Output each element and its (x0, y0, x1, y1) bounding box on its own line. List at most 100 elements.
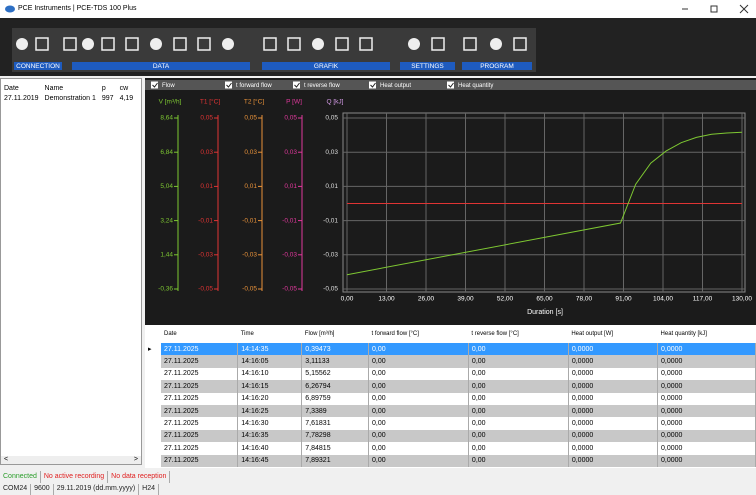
cell: 0,0000 (568, 417, 659, 430)
group-bar (72, 62, 250, 70)
file-row[interactable]: 27.11.2019 Demonstration 1 997 4,19 (1, 92, 136, 104)
title-bar: PCE Instruments | PCE-TDS 100 Plus (0, 0, 756, 18)
cell: 0,0000 (657, 404, 756, 418)
tick-label: 3,24 (160, 217, 173, 224)
axis-label: Q [kJ] (327, 99, 344, 106)
cell: 5,15562 (301, 367, 369, 381)
cell: 14:16:45 (237, 454, 303, 467)
checkbox[interactable] (225, 81, 232, 89)
tool-icon[interactable] (490, 38, 502, 50)
cell: 0,0000 (568, 392, 659, 405)
checkbox[interactable] (447, 81, 454, 89)
tool-icon[interactable] (63, 37, 77, 51)
cell: 0,00 (468, 392, 569, 405)
table-row[interactable]: 27.11.2025 14:16:05 3,11133 0,00 0,00 0,0000 0… (145, 355, 756, 368)
group-bar (400, 62, 455, 70)
cell: 0,00 (468, 417, 569, 430)
tool-icon[interactable] (101, 37, 115, 51)
tool-icon[interactable] (408, 38, 420, 50)
checkbox[interactable] (293, 81, 300, 89)
status-item: No data reception (108, 471, 171, 483)
table-row[interactable]: 27.11.2025 14:16:15 6,26794 0,00 0,00 0,0000 0… (145, 380, 756, 393)
chart-area: Flow t forward flow t reverse flow Heat out… (145, 78, 756, 325)
tick-label: 0,05 (244, 115, 257, 122)
x-tick-label: 117,00 (693, 296, 713, 303)
cell: 0,00 (368, 429, 469, 443)
table-row[interactable]: 27.11.2025 14:16:45 7,89321 0,00 0,00 0,0000 0… (145, 454, 756, 467)
x-axis-label: Duration [s] (527, 309, 563, 316)
app-icon (5, 5, 15, 13)
row-indicator (145, 442, 161, 455)
tick-label: 8,64 (160, 115, 173, 122)
window-title: PCE Instruments | PCE-TDS 100 Plus (18, 5, 137, 12)
cell: 7,78298 (301, 429, 369, 443)
row-indicator (145, 417, 161, 430)
tick-label: 0,01 (244, 183, 257, 190)
cell: 0,00 (368, 392, 469, 405)
tool-icon[interactable] (82, 38, 94, 50)
table-row[interactable]: ▸ 27.11.2025 14:14:35 0,39473 0,00 0,00 0,0000… (145, 343, 756, 356)
cell: 27.11.2025 (161, 343, 239, 356)
cell: 27.11.2025 (161, 355, 239, 368)
tool-icon[interactable] (173, 37, 187, 51)
row-indicator-header (145, 325, 161, 343)
table-row[interactable]: 27.11.2025 14:16:25 7,3389 0,00 0,00 0,0000 0,… (145, 404, 756, 418)
tool-icon[interactable] (335, 37, 349, 51)
scrollbar[interactable]: < > (1, 456, 141, 464)
cell: 7,3389 (301, 404, 369, 418)
cell: 997 (101, 94, 114, 102)
cell: 7,61831 (301, 417, 369, 430)
tool-icon[interactable] (287, 37, 301, 51)
window-controls[interactable] (680, 4, 750, 14)
tool-icon[interactable] (312, 38, 324, 50)
tool-icon[interactable] (197, 37, 211, 51)
checkbox-label: Heat output (380, 83, 411, 89)
row-indicator (145, 380, 161, 393)
tool-icon[interactable] (125, 37, 139, 51)
row-indicator (145, 404, 161, 418)
tool-icon[interactable] (463, 37, 477, 51)
table-row[interactable]: 27.11.2025 14:16:40 7,84815 0,00 0,00 0,0000 0… (145, 442, 756, 455)
table-row[interactable]: 27.11.2025 14:16:30 7,61831 0,00 0,00 0,0000 0… (145, 417, 756, 430)
tool-icon[interactable] (359, 37, 373, 51)
footer-item: H24 (139, 484, 160, 495)
tool-icon[interactable] (150, 38, 162, 50)
table-row[interactable]: 27.11.2025 14:16:10 5,15562 0,00 0,00 0,0000 0… (145, 367, 756, 381)
group-label: PROGRAM (480, 63, 514, 70)
column-header: Heat quantity [kJ] (660, 331, 707, 337)
cell: 14:16:25 (237, 404, 303, 418)
x-tick-label: 39,00 (457, 296, 474, 303)
check-mark (448, 82, 454, 88)
tool-icon[interactable] (431, 37, 445, 51)
checkbox-label: Flow (162, 83, 175, 89)
checkbox[interactable] (151, 81, 158, 89)
group-label: DATA (153, 63, 170, 70)
cell: 14:16:30 (237, 417, 303, 430)
tool-icon[interactable] (513, 37, 527, 51)
cell: 0,39473 (301, 343, 369, 356)
x-tick-label: 52,00 (497, 296, 514, 303)
cell: 14:16:05 (237, 355, 303, 368)
cell: 0,0000 (657, 392, 756, 405)
cell: 6,89759 (301, 392, 369, 405)
table-row[interactable]: 27.11.2025 14:16:20 6,89759 0,00 0,00 0,0000 0… (145, 392, 756, 405)
cell: 0,00 (468, 404, 569, 418)
checkbox[interactable] (369, 81, 376, 89)
cell: 27.11.2025 (161, 429, 239, 443)
cell: 3,11133 (301, 355, 369, 368)
cell: 0,0000 (568, 343, 659, 356)
tool-icon[interactable] (222, 38, 234, 50)
x-tick-label: 104,00 (653, 296, 673, 303)
row-indicator (145, 454, 161, 467)
tick-label: 0,05 (284, 115, 297, 122)
tool-icon[interactable] (16, 38, 28, 50)
tick-label: 0,03 (325, 149, 338, 156)
group-label: GRAFIK (314, 63, 339, 70)
table-row[interactable]: 27.11.2025 14:16:35 7,78298 0,00 0,00 0,0000 0… (145, 429, 756, 443)
cell: 0,0000 (568, 429, 659, 443)
cell: 27.11.2025 (161, 442, 239, 455)
tool-icon[interactable] (35, 37, 49, 51)
cell: 0,0000 (657, 367, 756, 381)
tool-icon[interactable] (263, 37, 277, 51)
cell: 0,0000 (568, 367, 659, 381)
